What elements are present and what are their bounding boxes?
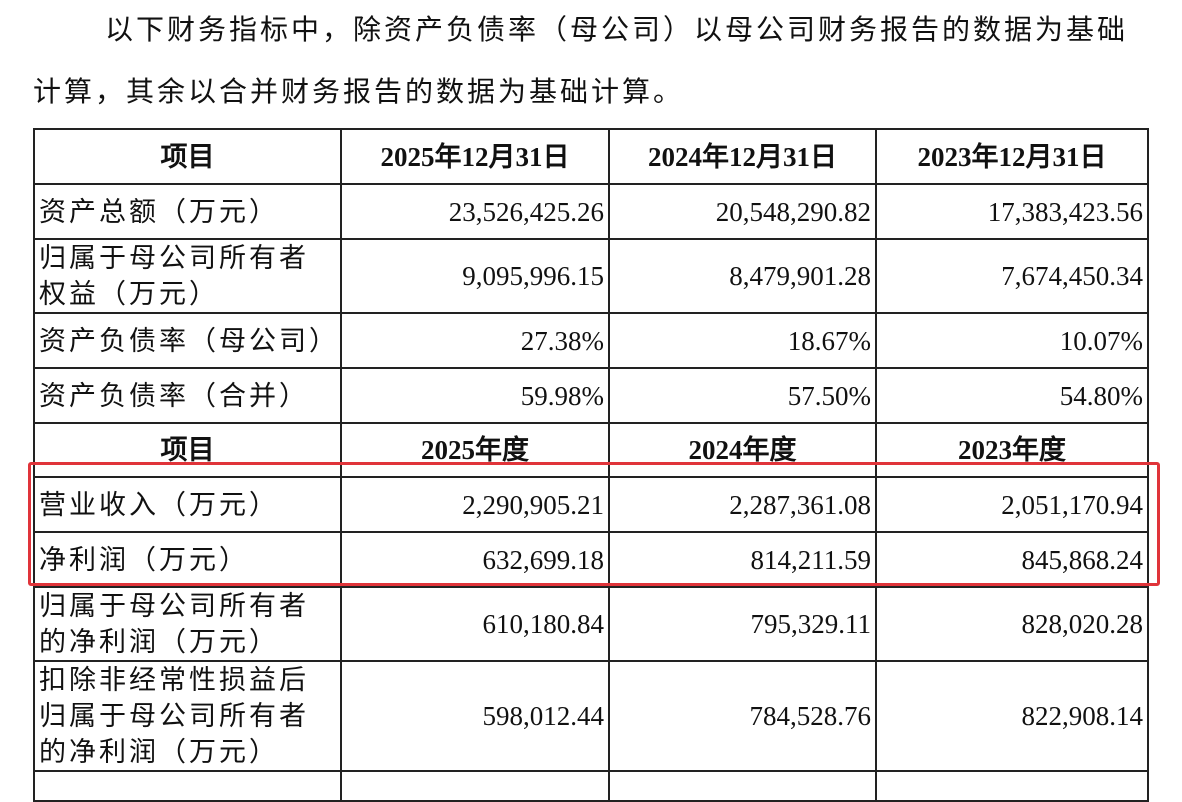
header-cell: 项目 [33, 422, 342, 478]
financial-indicators-table: 项目 2025年12月31日 2024年12月31日 2023年12月31日 资… [33, 128, 1149, 802]
value-cell: 828,020.28 [875, 586, 1149, 662]
value-cell: 59.98% [340, 367, 610, 424]
value-cell: 2,051,170.94 [875, 476, 1149, 533]
value-cell: 27.38% [340, 312, 610, 369]
value-cell: 2,290,905.21 [340, 476, 610, 533]
row-label: 资产负债率（合并） [33, 367, 342, 424]
value-cell: 845,868.24 [875, 531, 1149, 588]
row-label: 营业收入（万元） [33, 476, 342, 533]
value-cell: 8,479,901.28 [608, 238, 877, 314]
intro-text: 以下财务指标中，除资产负债率（母公司）以母公司财务报告的数据为基础计算，其余以合… [33, 15, 1129, 108]
income-header-row: 项目 2025年度 2024年度 2023年度 [33, 422, 1149, 478]
table-row: 资产负债率（合并） 59.98% 57.50% 54.80% [33, 367, 1149, 424]
table-row: 资产负债率（母公司） 27.38% 18.67% 10.07% [33, 312, 1149, 369]
row-label: 净利润（万元） [33, 531, 342, 588]
value-cell: 2,287,361.08 [608, 476, 877, 533]
value-cell: 822,908.14 [875, 660, 1149, 772]
header-cell: 项目 [33, 128, 342, 185]
row-label: 归属于母公司所有者权益（万元） [33, 238, 342, 314]
row-label: 资产负债率（母公司） [33, 312, 342, 369]
value-cell: 10.07% [875, 312, 1149, 369]
header-cell: 2025年度 [340, 422, 610, 478]
highlight-box [28, 462, 1160, 586]
header-cell: 2023年12月31日 [875, 128, 1149, 185]
header-cell: 2023年度 [875, 422, 1149, 478]
table-row: 扣除非经常性损益后归属于母公司所有者的净利润（万元） 598,012.44 78… [33, 660, 1149, 772]
header-cell: 2025年12月31日 [340, 128, 610, 185]
row-label: 扣除非经常性损益后归属于母公司所有者的净利润（万元） [33, 660, 342, 772]
value-cell: 9,095,996.15 [340, 238, 610, 314]
value-cell: 598,012.44 [340, 660, 610, 772]
table-row: 营业收入（万元） 2,290,905.21 2,287,361.08 2,051… [33, 476, 1149, 533]
value-cell: 54.80% [875, 367, 1149, 424]
row-label: 归属于母公司所有者的净利润（万元） [33, 586, 342, 662]
header-cell: 2024年度 [608, 422, 877, 478]
value-cell: 795,329.11 [608, 586, 877, 662]
intro-paragraph: 以下财务指标中，除资产负债率（母公司）以母公司财务报告的数据为基础计算，其余以合… [33, 0, 1153, 124]
value-cell: 20,548,290.82 [608, 183, 877, 240]
value-cell: 632,699.18 [340, 531, 610, 588]
value-cell: 784,528.76 [608, 660, 877, 772]
value-cell: 7,674,450.34 [875, 238, 1149, 314]
value-cell: 23,526,425.26 [340, 183, 610, 240]
table-row: 净利润（万元） 632,699.18 814,211.59 845,868.24 [33, 531, 1149, 588]
value-cell: 814,211.59 [608, 531, 877, 588]
value-cell: 18.67% [608, 312, 877, 369]
value-cell: 17,383,423.56 [875, 183, 1149, 240]
balance-header-row: 项目 2025年12月31日 2024年12月31日 2023年12月31日 [33, 128, 1149, 185]
table-row: 归属于母公司所有者的净利润（万元） 610,180.84 795,329.11 … [33, 586, 1149, 662]
value-cell: 57.50% [608, 367, 877, 424]
table-row: 资产总额（万元） 23,526,425.26 20,548,290.82 17,… [33, 183, 1149, 240]
value-cell: 610,180.84 [340, 586, 610, 662]
row-label: 资产总额（万元） [33, 183, 342, 240]
table-row: 归属于母公司所有者权益（万元） 9,095,996.15 8,479,901.2… [33, 238, 1149, 314]
header-cell: 2024年12月31日 [608, 128, 877, 185]
